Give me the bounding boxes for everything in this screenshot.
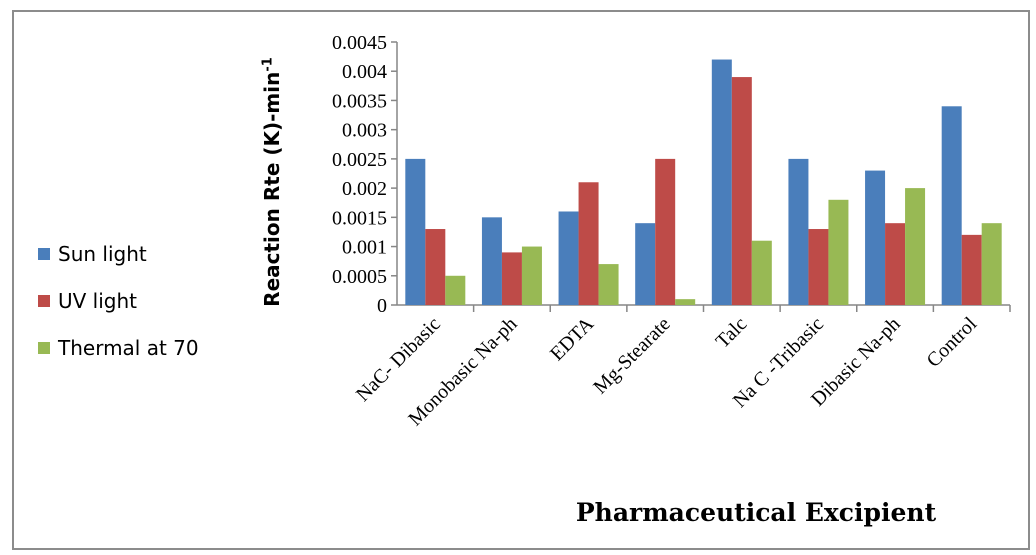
bar [521,246,542,305]
bar [598,264,619,305]
x-tick-label: Control [922,313,981,372]
bar [425,229,446,305]
bar [635,223,656,305]
bar [731,77,752,305]
y-axis-label-exponent: -1 [260,57,276,72]
bar [445,275,466,305]
y-axis-label: Reaction Rte (K)-min-1 [260,57,284,307]
bar [675,299,696,305]
bar [788,158,809,305]
y-tick-label: 0.002 [342,178,387,200]
y-tick-label: 0.0015 [332,207,387,229]
x-tick-label: Talc [712,313,752,353]
bar [711,59,732,306]
bar [885,223,906,305]
bar [828,199,849,305]
bar [405,158,426,305]
y-tick-label: 0.003 [342,120,387,142]
legend-swatch-sun-light [38,247,50,260]
bar [501,252,522,305]
bar [981,223,1002,305]
y-tick-label: 0.0035 [332,90,387,112]
legend-item-sun-light: Sun light [38,230,199,277]
y-tick-label: 0.004 [342,61,387,83]
bar [941,106,962,306]
legend-item-thermal: Thermal at 70 [38,324,199,371]
y-tick-label: 0 [377,295,387,317]
bar [578,182,599,305]
bar [905,188,926,305]
legend-item-uv-light: UV light [38,277,199,324]
y-axis-label-text: Reaction Rte (K)-min [260,71,284,307]
bar [808,229,829,305]
y-tick-label: 0.001 [342,237,387,259]
bar [961,234,982,305]
bar [865,170,886,305]
x-axis-label: Pharmaceutical Excipient [575,498,937,527]
x-tick-label: EDTA [546,313,599,366]
legend-swatch-thermal [38,341,50,354]
y-tick-label: 0.0005 [332,266,387,288]
legend-label-thermal: Thermal at 70 [58,335,199,360]
bar [655,158,676,305]
legend-label-sun-light: Sun light [58,241,147,266]
legend: Sun light UV light Thermal at 70 [38,230,199,371]
legend-swatch-uv-light [38,294,50,307]
y-tick-label: 0.0025 [332,149,387,171]
legend-label-uv-light: UV light [58,288,138,313]
bar [481,217,502,305]
x-tick-label: Mg-Stearate [589,313,675,399]
y-tick-label: 0.0045 [332,32,387,54]
bar [558,211,579,305]
bar [751,240,772,305]
